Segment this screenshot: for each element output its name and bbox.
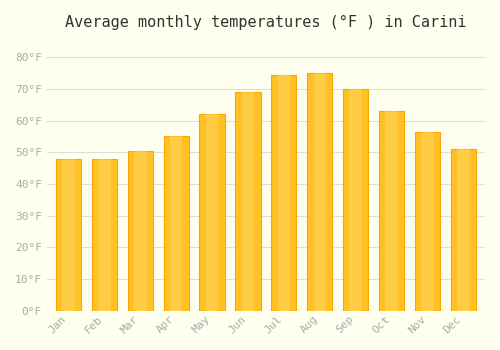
Bar xyxy=(242,92,254,311)
Bar xyxy=(56,159,81,311)
Bar xyxy=(236,92,260,311)
Bar xyxy=(128,151,153,311)
Bar xyxy=(200,114,224,311)
Bar xyxy=(206,114,218,311)
Title: Average monthly temperatures (°F ) in Carini: Average monthly temperatures (°F ) in Ca… xyxy=(65,15,466,30)
Bar xyxy=(134,151,146,311)
Bar xyxy=(164,136,188,311)
Bar xyxy=(272,75,296,311)
Bar xyxy=(98,159,110,311)
Bar xyxy=(386,111,398,311)
Bar xyxy=(170,136,182,311)
Bar xyxy=(451,149,476,311)
Bar xyxy=(62,159,74,311)
Bar xyxy=(307,73,332,311)
Bar xyxy=(350,89,362,311)
Bar xyxy=(457,149,469,311)
Bar xyxy=(278,75,290,311)
Bar xyxy=(314,73,326,311)
Bar xyxy=(343,89,368,311)
Bar xyxy=(92,159,117,311)
Bar xyxy=(415,132,440,311)
Bar xyxy=(379,111,404,311)
Bar xyxy=(422,132,434,311)
